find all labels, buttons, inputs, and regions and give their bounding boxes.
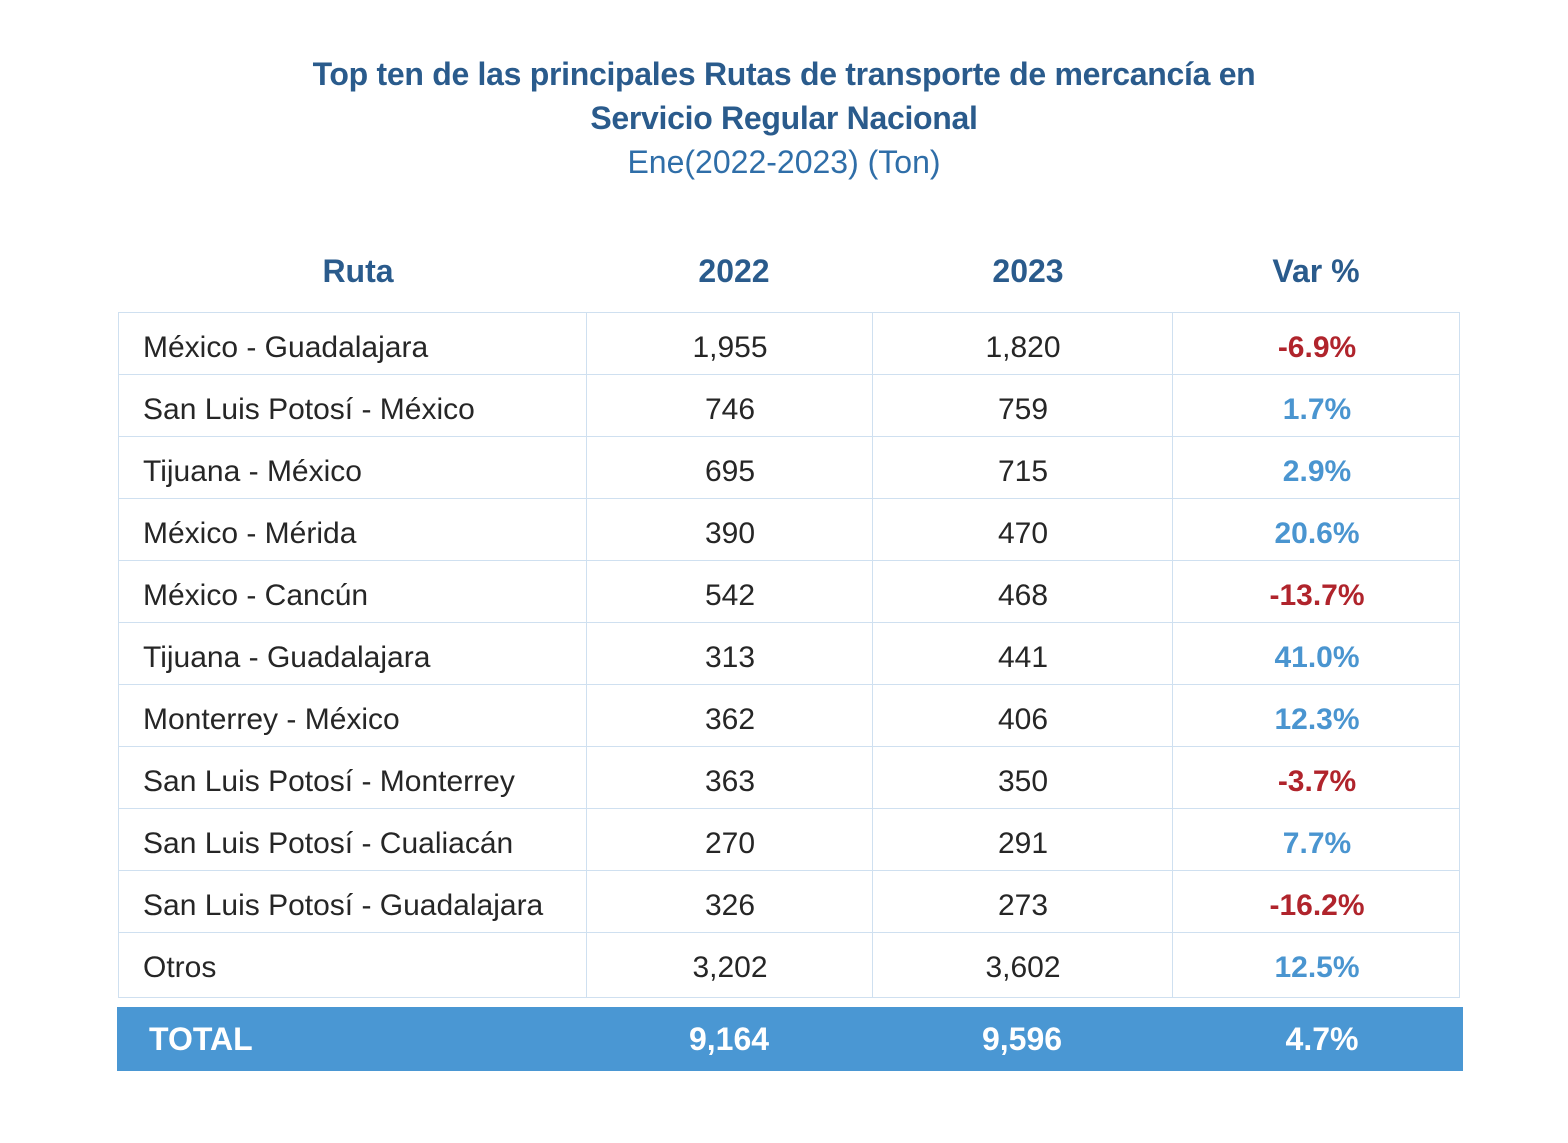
route-cell: Otros bbox=[143, 951, 217, 984]
value-2023-cell: 273 bbox=[997, 889, 1049, 922]
route-cell: Monterrey - México bbox=[143, 703, 400, 736]
value-2023-cell: 350 bbox=[997, 765, 1049, 798]
var-cell: 20.6% bbox=[1274, 517, 1360, 550]
total-2023: 9,596 bbox=[981, 1021, 1063, 1057]
var-cell: 41.0% bbox=[1274, 641, 1360, 674]
table-row: México - Cancún 542 468 -13.7% bbox=[119, 561, 1459, 623]
route-cell: San Luis Potosí - Cualiacán bbox=[143, 827, 514, 860]
route-cell: México - Mérida bbox=[143, 517, 357, 550]
table-row: Monterrey - México 362 406 12.3% bbox=[119, 685, 1459, 747]
table-row: San Luis Potosí - Monterrey 363 350 -3.7% bbox=[119, 747, 1459, 809]
value-2022-cell: 363 bbox=[704, 765, 756, 798]
var-cell: -3.7% bbox=[1277, 765, 1357, 798]
value-2023-cell: 406 bbox=[997, 703, 1049, 736]
var-cell: 7.7% bbox=[1282, 827, 1352, 860]
data-table: México - Guadalajara 1,955 1,820 -6.9% San L… bbox=[118, 312, 1460, 998]
total-var: 4.7% bbox=[1285, 1021, 1359, 1057]
route-cell: San Luis Potosí - Monterrey bbox=[143, 765, 515, 798]
value-2022-cell: 542 bbox=[704, 579, 756, 612]
value-2022-cell: 695 bbox=[704, 455, 756, 488]
route-cell: San Luis Potosí - México bbox=[143, 393, 475, 426]
value-2023-cell: 1,820 bbox=[985, 331, 1061, 364]
column-divider bbox=[1172, 313, 1173, 997]
var-cell: 12.3% bbox=[1274, 703, 1360, 736]
chart-title-line-2: Servicio Regular Nacional bbox=[590, 100, 978, 136]
value-2022-cell: 270 bbox=[704, 827, 756, 860]
var-cell: -16.2% bbox=[1269, 889, 1365, 922]
total-2022: 9,164 bbox=[688, 1021, 770, 1057]
chart-title-block: Top ten de las principales Rutas de tran… bbox=[0, 52, 1568, 184]
chart-subtitle: Ene(2022-2023) (Ton) bbox=[627, 144, 941, 180]
column-divider bbox=[586, 313, 587, 997]
table-row: San Luis Potosí - México 746 759 1.7% bbox=[119, 375, 1459, 437]
table-header: Ruta 2022 2023 Var % bbox=[118, 245, 1460, 297]
value-2022-cell: 313 bbox=[704, 641, 756, 674]
var-cell: 2.9% bbox=[1282, 455, 1352, 488]
value-2023-cell: 291 bbox=[997, 827, 1049, 860]
table-row: San Luis Potosí - Guadalajara 326 273 -16.2… bbox=[119, 871, 1459, 933]
route-cell: Tijuana - México bbox=[143, 455, 362, 488]
value-2023-cell: 441 bbox=[997, 641, 1049, 674]
route-cell: México - Guadalajara bbox=[143, 331, 429, 364]
header-var: Var % bbox=[1272, 253, 1360, 289]
value-2023-cell: 470 bbox=[997, 517, 1049, 550]
header-2022: 2022 bbox=[698, 253, 770, 289]
value-2022-cell: 362 bbox=[704, 703, 756, 736]
route-cell: San Luis Potosí - Guadalajara bbox=[143, 889, 544, 922]
route-cell: México - Cancún bbox=[143, 579, 369, 612]
var-cell: -6.9% bbox=[1277, 331, 1357, 364]
column-divider bbox=[872, 313, 873, 997]
chart-title-line-1: Top ten de las principales Rutas de tran… bbox=[312, 56, 1256, 92]
var-cell: 12.5% bbox=[1274, 951, 1360, 984]
table-row: Otros 3,202 3,602 12.5% bbox=[119, 933, 1459, 995]
value-2022-cell: 3,202 bbox=[692, 951, 768, 984]
var-cell: -13.7% bbox=[1269, 579, 1365, 612]
total-label: TOTAL bbox=[149, 1021, 253, 1057]
var-cell: 1.7% bbox=[1282, 393, 1352, 426]
table-row: Tijuana - Guadalajara 313 441 41.0% bbox=[119, 623, 1459, 685]
table-row: Tijuana - México 695 715 2.9% bbox=[119, 437, 1459, 499]
header-2023: 2023 bbox=[992, 253, 1064, 289]
total-row: TOTAL 9,164 9,596 4.7% bbox=[117, 1007, 1463, 1071]
route-cell: Tijuana - Guadalajara bbox=[143, 641, 431, 674]
header-ruta: Ruta bbox=[322, 253, 394, 289]
value-2022-cell: 1,955 bbox=[692, 331, 768, 364]
table-row: México - Guadalajara 1,955 1,820 -6.9% bbox=[119, 313, 1459, 375]
value-2023-cell: 468 bbox=[997, 579, 1049, 612]
value-2022-cell: 326 bbox=[704, 889, 756, 922]
table-row: México - Mérida 390 470 20.6% bbox=[119, 499, 1459, 561]
table-row: San Luis Potosí - Cualiacán 270 291 7.7% bbox=[119, 809, 1459, 871]
value-2022-cell: 390 bbox=[704, 517, 756, 550]
value-2022-cell: 746 bbox=[704, 393, 756, 426]
value-2023-cell: 759 bbox=[997, 393, 1049, 426]
value-2023-cell: 3,602 bbox=[985, 951, 1061, 984]
value-2023-cell: 715 bbox=[997, 455, 1049, 488]
